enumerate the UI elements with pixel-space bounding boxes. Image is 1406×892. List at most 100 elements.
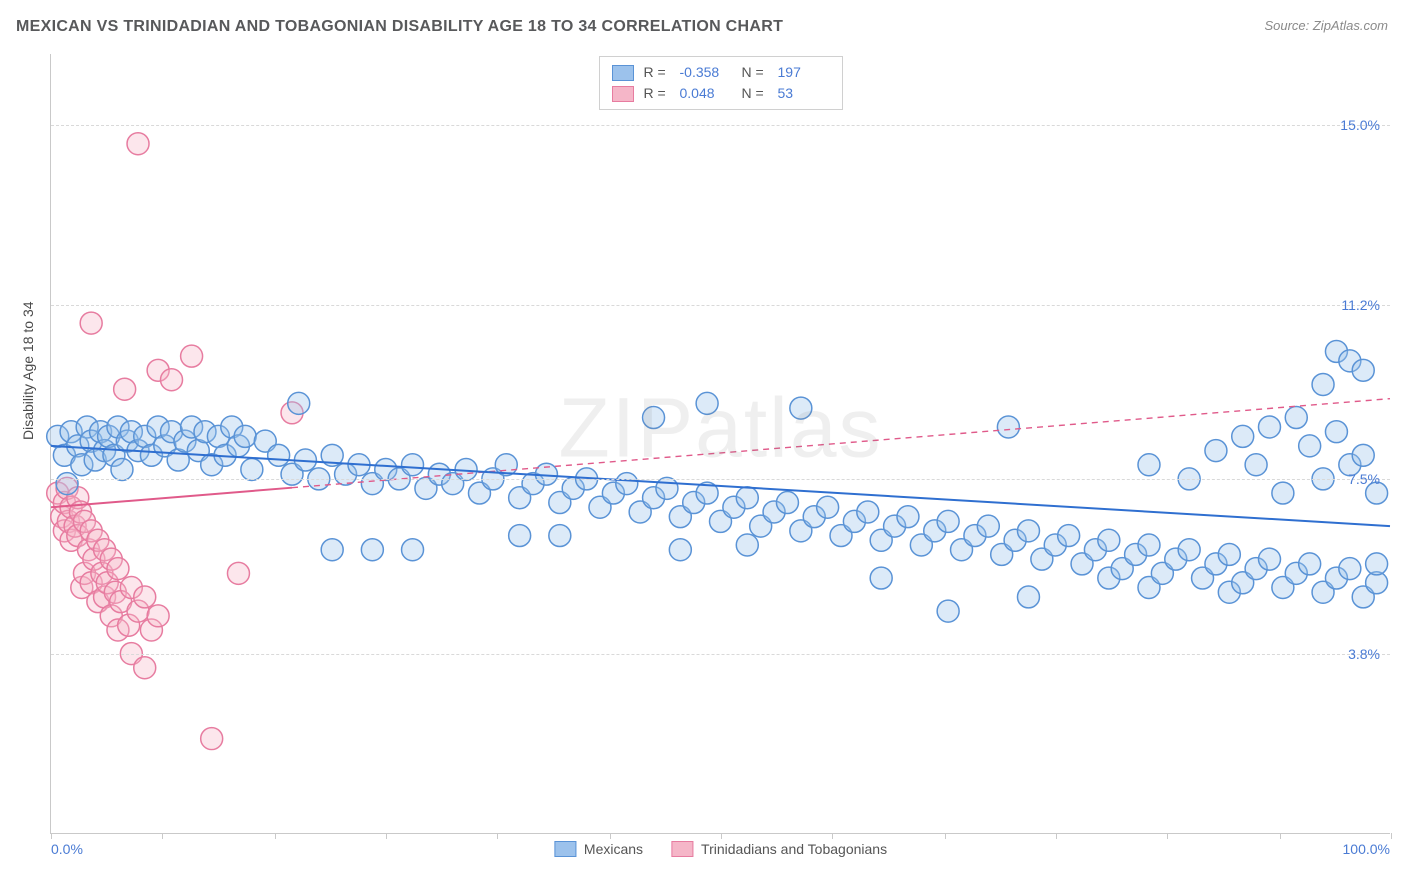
- mexicans-point: [1258, 416, 1280, 438]
- ytick-label: 3.8%: [1348, 646, 1380, 662]
- n-value-trinidadians: 53: [778, 83, 830, 104]
- trinidadians-trendline-extrapolated: [292, 399, 1390, 488]
- mexicans-point: [776, 492, 798, 514]
- mexicans-point: [1232, 425, 1254, 447]
- ytick-label: 15.0%: [1340, 117, 1380, 133]
- trinidadians-point: [227, 562, 249, 584]
- x-max-label: 100.0%: [1343, 841, 1390, 857]
- mexicans-point: [402, 539, 424, 561]
- trinidadians-point: [134, 657, 156, 679]
- mexicans-point: [1299, 435, 1321, 457]
- mexicans-point: [1352, 359, 1374, 381]
- mexicans-point: [870, 567, 892, 589]
- ytick-label: 7.5%: [1348, 471, 1380, 487]
- mexicans-point: [1285, 407, 1307, 429]
- xtick-mark: [51, 833, 52, 839]
- gridline: [51, 125, 1390, 126]
- plot-area: R = -0.358 N = 197 R = 0.048 N = 53 ZIPa…: [50, 54, 1390, 834]
- mexicans-point: [1218, 543, 1240, 565]
- trinidadians-point: [107, 558, 129, 580]
- n-label: N =: [742, 83, 768, 104]
- xtick-mark: [945, 833, 946, 839]
- mexicans-point: [1178, 539, 1200, 561]
- legend-label-trinidadians: Trinidadians and Tobagonians: [701, 841, 887, 857]
- legend-item-trinidadians: Trinidadians and Tobagonians: [671, 841, 887, 857]
- trinidadians-point: [80, 312, 102, 334]
- xtick-mark: [721, 833, 722, 839]
- mexicans-point: [817, 496, 839, 518]
- legend-label-mexicans: Mexicans: [584, 841, 643, 857]
- xtick-mark: [386, 833, 387, 839]
- mexicans-point: [1366, 553, 1388, 575]
- mexicans-point: [321, 539, 343, 561]
- chart-title: MEXICAN VS TRINIDADIAN AND TOBAGONIAN DI…: [16, 18, 783, 36]
- mexicans-point: [111, 458, 133, 480]
- mexicans-point: [1245, 454, 1267, 476]
- y-axis-label: Disability Age 18 to 34: [20, 301, 36, 440]
- gridline: [51, 479, 1390, 480]
- gridline: [51, 305, 1390, 306]
- x-min-label: 0.0%: [51, 841, 83, 857]
- xtick-mark: [1056, 833, 1057, 839]
- trinidadians-swatch-icon: [671, 841, 693, 857]
- mexicans-point: [234, 425, 256, 447]
- mexicans-point: [897, 506, 919, 528]
- xtick-mark: [1280, 833, 1281, 839]
- r-label: R =: [644, 62, 670, 83]
- chart-source: Source: ZipAtlas.com: [1264, 18, 1388, 33]
- mexicans-point: [241, 458, 263, 480]
- mexicans-point: [616, 473, 638, 495]
- mexicans-point: [937, 600, 959, 622]
- legend-row-trinidadians: R = 0.048 N = 53: [612, 83, 830, 104]
- correlation-legend: R = -0.358 N = 197 R = 0.048 N = 53: [599, 56, 843, 110]
- r-value-mexicans: -0.358: [680, 62, 732, 83]
- mexicans-point: [1272, 482, 1294, 504]
- trinidadians-swatch-icon: [612, 86, 634, 102]
- mexicans-point: [997, 416, 1019, 438]
- scatter-svg: [51, 54, 1390, 833]
- xtick-mark: [1167, 833, 1168, 839]
- mexicans-point: [696, 392, 718, 414]
- mexicans-point: [1017, 586, 1039, 608]
- mexicans-point: [1312, 373, 1334, 395]
- mexicans-point: [1138, 454, 1160, 476]
- xtick-mark: [275, 833, 276, 839]
- trinidadians-point: [134, 586, 156, 608]
- mexicans-point: [937, 510, 959, 532]
- trinidadians-point: [114, 378, 136, 400]
- trinidadians-point: [201, 728, 223, 750]
- mexicans-point: [656, 477, 678, 499]
- n-label: N =: [742, 62, 768, 83]
- mexicans-point: [1017, 520, 1039, 542]
- mexicans-point: [509, 525, 531, 547]
- n-value-mexicans: 197: [778, 62, 830, 83]
- trinidadians-point: [161, 369, 183, 391]
- mexicans-point: [402, 454, 424, 476]
- xtick-mark: [610, 833, 611, 839]
- legend-row-mexicans: R = -0.358 N = 197: [612, 62, 830, 83]
- xtick-mark: [832, 833, 833, 839]
- mexicans-point: [1299, 553, 1321, 575]
- mexicans-point: [1339, 558, 1361, 580]
- mexicans-point: [549, 525, 571, 547]
- mexicans-point: [1098, 529, 1120, 551]
- mexicans-point: [1205, 440, 1227, 462]
- gridline: [51, 654, 1390, 655]
- mexicans-point: [643, 407, 665, 429]
- series-legend: Mexicans Trinidadians and Tobagonians: [554, 841, 887, 857]
- mexicans-point: [56, 473, 78, 495]
- trinidadians-point: [127, 133, 149, 155]
- r-value-trinidadians: 0.048: [680, 83, 732, 104]
- xtick-mark: [497, 833, 498, 839]
- mexicans-point: [361, 539, 383, 561]
- mexicans-point: [1352, 444, 1374, 466]
- mexicans-swatch-icon: [554, 841, 576, 857]
- mexicans-point: [977, 515, 999, 537]
- mexicans-point: [1325, 421, 1347, 443]
- xtick-mark: [162, 833, 163, 839]
- mexicans-point: [736, 487, 758, 509]
- mexicans-point: [857, 501, 879, 523]
- mexicans-point: [1058, 525, 1080, 547]
- mexicans-point: [669, 539, 691, 561]
- mexicans-point: [1138, 534, 1160, 556]
